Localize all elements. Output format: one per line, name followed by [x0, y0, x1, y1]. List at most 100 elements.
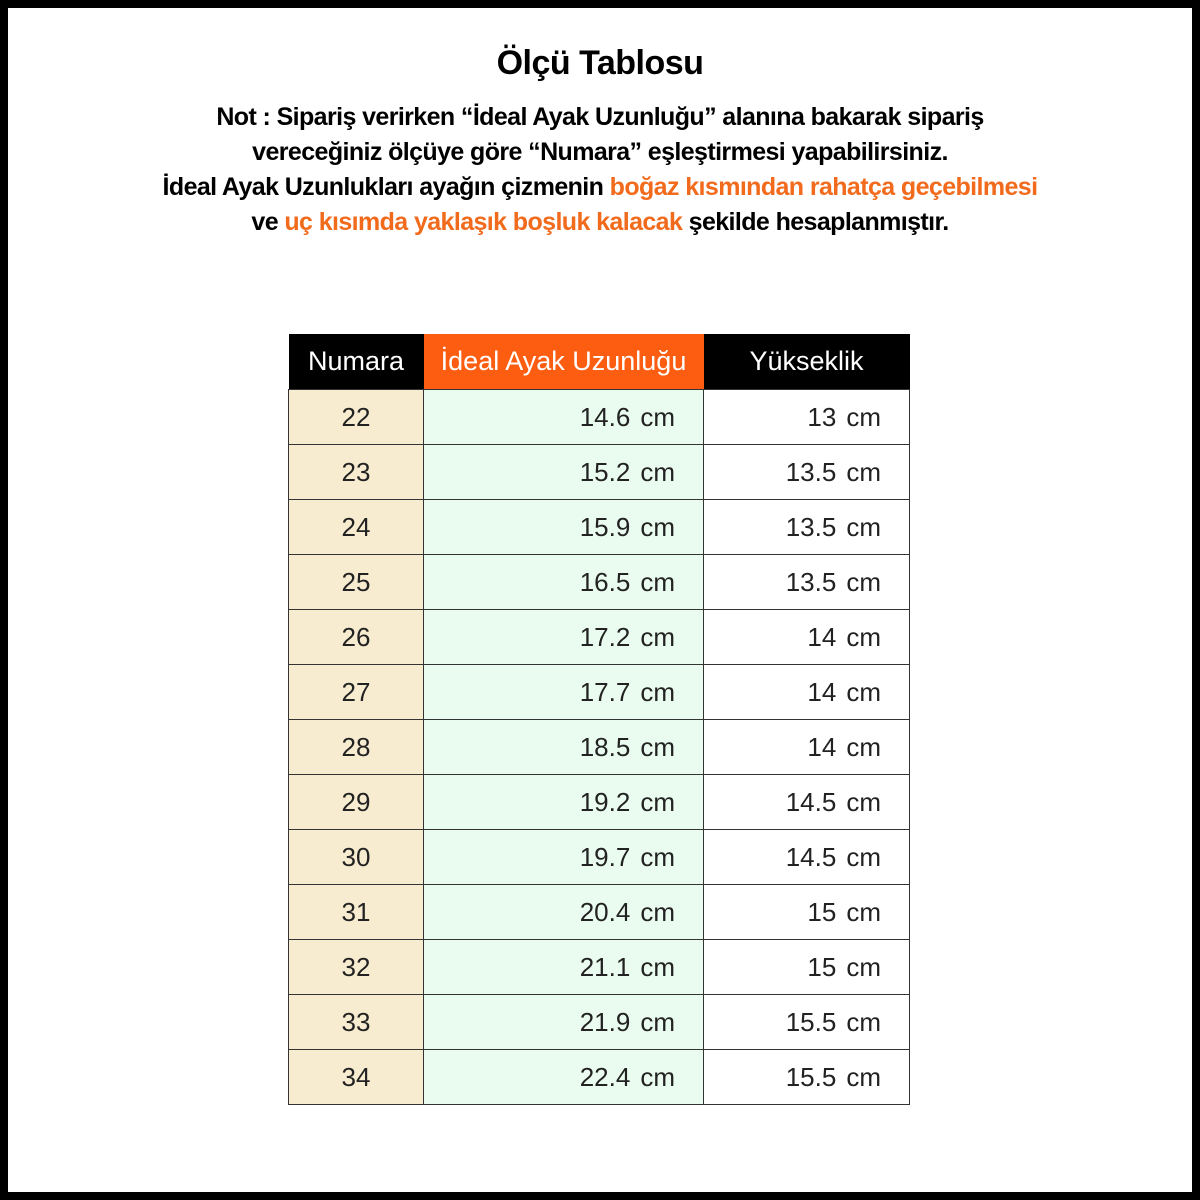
cell-ideal-length: 21.1 cm	[423, 939, 704, 995]
cell-height: 15 cm	[703, 939, 910, 995]
unit: cm	[640, 786, 675, 817]
unit: cm	[640, 1006, 675, 1037]
value: 17.2	[579, 621, 631, 652]
value: 15.2	[579, 456, 631, 487]
cell-height: 14.5 cm	[703, 829, 910, 885]
cell-ideal-length: 19.2 cm	[423, 774, 704, 830]
note-line: ve uç kısımda yaklaşık boşluk kalacak şe…	[0, 205, 1200, 240]
value: 14.5	[785, 841, 837, 872]
cell-ideal-length: 18.5 cm	[423, 719, 704, 775]
cell-numara: 27	[288, 664, 424, 720]
value: 14.5	[785, 786, 837, 817]
cell-ideal-length: 20.4 cm	[423, 884, 704, 940]
value: 18.5	[579, 731, 631, 762]
value: 14	[807, 731, 837, 762]
table-row: 26 17.2 cm 14 cm	[288, 609, 910, 665]
value: 16.5	[579, 566, 631, 597]
cell-ideal-length: 19.7 cm	[423, 829, 704, 885]
header-numara: Numara	[288, 334, 424, 390]
unit: cm	[640, 511, 675, 542]
value: 15	[807, 951, 837, 982]
unit: cm	[640, 841, 675, 872]
cell-height: 13.5 cm	[703, 499, 910, 555]
note-highlight: boğaz kısmından rahatça geçebilmesi	[609, 173, 1038, 201]
table-row: 32 21.1 cm 15 cm	[288, 939, 910, 995]
value: 20.4	[579, 896, 631, 927]
note-line: vereceğiniz ölçüye göre “Numara” eşleşti…	[252, 138, 948, 166]
table-header-row: Numara İdeal Ayak Uzunluğu Yükseklik	[288, 334, 910, 390]
cell-numara: 28	[288, 719, 424, 775]
cell-height: 15.5 cm	[703, 994, 910, 1050]
value: 15.5	[785, 1061, 837, 1092]
table-row: 34 22.4 cm 15.5 cm	[288, 1049, 910, 1105]
cell-numara: 33	[288, 994, 424, 1050]
unit: cm	[640, 1061, 675, 1092]
header-height: Yükseklik	[703, 334, 910, 390]
note-text: Not : Sipariş verirken “İdeal Ayak Uzunl…	[0, 100, 1200, 240]
cell-numara: 30	[288, 829, 424, 885]
table-row: 30 19.7 cm 14.5 cm	[288, 829, 910, 885]
value: 13.5	[785, 566, 837, 597]
value: 17.7	[579, 676, 631, 707]
cell-ideal-length: 17.7 cm	[423, 664, 704, 720]
unit: cm	[846, 1061, 881, 1092]
value: 13.5	[785, 511, 837, 542]
cell-ideal-length: 14.6 cm	[423, 389, 704, 445]
cell-numara: 32	[288, 939, 424, 995]
value: 14	[807, 676, 837, 707]
page-title: Ölçü Tablosu	[496, 44, 704, 82]
value: 19.7	[579, 841, 631, 872]
unit: cm	[846, 511, 881, 542]
unit: cm	[846, 786, 881, 817]
unit: cm	[640, 621, 675, 652]
cell-ideal-length: 15.9 cm	[423, 499, 704, 555]
unit: cm	[846, 676, 881, 707]
unit: cm	[846, 621, 881, 652]
value: 19.2	[579, 786, 631, 817]
cell-height: 13.5 cm	[703, 444, 910, 500]
note-line: İdeal Ayak Uzunlukları ayağın çizmenin b…	[0, 170, 1200, 205]
value: 15.9	[579, 511, 631, 542]
cell-ideal-length: 22.4 cm	[423, 1049, 704, 1105]
unit: cm	[640, 456, 675, 487]
cell-height: 13.5 cm	[703, 554, 910, 610]
cell-numara: 29	[288, 774, 424, 830]
cell-ideal-length: 16.5 cm	[423, 554, 704, 610]
unit: cm	[640, 896, 675, 927]
note-text-part: ve	[251, 208, 285, 236]
size-table: Numara İdeal Ayak Uzunluğu Yükseklik 22 1…	[288, 334, 910, 1105]
unit: cm	[640, 566, 675, 597]
cell-numara: 25	[288, 554, 424, 610]
unit: cm	[846, 456, 881, 487]
unit: cm	[846, 1006, 881, 1037]
table-row: 23 15.2 cm 13.5 cm	[288, 444, 910, 500]
header-ideal-length: İdeal Ayak Uzunluğu	[423, 334, 704, 390]
cell-height: 14.5 cm	[703, 774, 910, 830]
cell-numara: 31	[288, 884, 424, 940]
table-row: 27 17.7 cm 14 cm	[288, 664, 910, 720]
value: 21.9	[579, 1006, 631, 1037]
value: 14	[807, 621, 837, 652]
table-row: 25 16.5 cm 13.5 cm	[288, 554, 910, 610]
unit: cm	[846, 566, 881, 597]
cell-height: 15.5 cm	[703, 1049, 910, 1105]
unit: cm	[846, 401, 881, 432]
cell-height: 14 cm	[703, 664, 910, 720]
table-row: 29 19.2 cm 14.5 cm	[288, 774, 910, 830]
note-text-part: İdeal Ayak Uzunlukları ayağın çizmenin	[162, 173, 610, 201]
cell-height: 15 cm	[703, 884, 910, 940]
table-row: 22 14.6 cm 13 cm	[288, 389, 910, 445]
value: 22.4	[579, 1061, 631, 1092]
cell-numara: 22	[288, 389, 424, 445]
cell-height: 13 cm	[703, 389, 910, 445]
unit: cm	[846, 731, 881, 762]
value: 15	[807, 896, 837, 927]
value: 15.5	[785, 1006, 837, 1037]
unit: cm	[846, 951, 881, 982]
unit: cm	[846, 841, 881, 872]
value: 13	[807, 401, 837, 432]
value: 21.1	[579, 951, 631, 982]
table-row: 24 15.9 cm 13.5 cm	[288, 499, 910, 555]
note-highlight: uç kısımda yaklaşık boşluk kalacak	[284, 208, 683, 236]
